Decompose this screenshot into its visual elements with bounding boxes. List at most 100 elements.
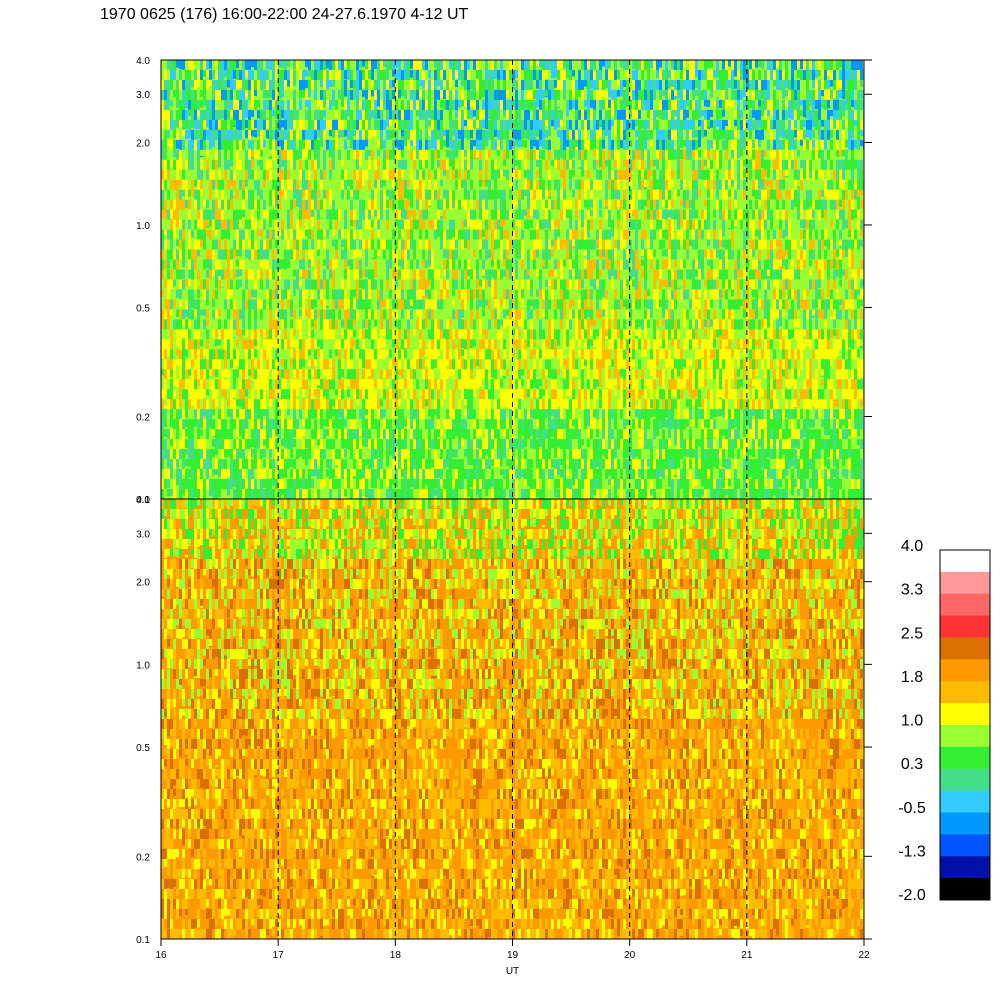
heatmap-cell <box>389 479 392 493</box>
heatmap-cell <box>341 269 344 285</box>
heatmap-cell <box>179 239 182 249</box>
heatmap-cell <box>347 419 350 432</box>
heatmap-cell <box>431 409 434 422</box>
heatmap-cell <box>188 199 191 219</box>
heatmap-cell <box>308 149 311 168</box>
heatmap-cell <box>314 389 317 396</box>
heatmap-cell <box>347 99 350 115</box>
heatmap-cell <box>377 419 380 432</box>
heatmap-cell <box>287 479 290 497</box>
heatmap-cell <box>500 69 503 83</box>
heatmap-cell <box>320 279 323 297</box>
heatmap-cell <box>299 209 302 222</box>
heatmap-cell <box>335 319 338 339</box>
heatmap-cell <box>242 269 245 282</box>
heatmap-cell <box>422 189 425 207</box>
heatmap-cell <box>242 309 245 320</box>
heatmap-cell <box>299 169 302 189</box>
heatmap-cell <box>419 459 422 470</box>
heatmap-cell <box>257 319 260 333</box>
heatmap-cell <box>251 479 254 499</box>
heatmap-cell <box>485 359 488 376</box>
heatmap-cell <box>440 139 443 157</box>
heatmap-cell <box>233 429 236 444</box>
heatmap-cell <box>362 89 365 98</box>
heatmap-cell <box>332 189 335 210</box>
heatmap-cell <box>383 239 386 259</box>
heatmap-cell <box>491 169 494 184</box>
heatmap-cell <box>380 99 383 113</box>
heatmap-cell <box>311 189 314 204</box>
heatmap-cell <box>491 79 494 93</box>
heatmap-cell <box>296 299 299 311</box>
heatmap-cell <box>392 179 395 188</box>
heatmap-cell <box>425 489 428 499</box>
heatmap-cell <box>356 309 359 321</box>
heatmap-cell <box>215 69 218 90</box>
heatmap-cell <box>389 189 392 205</box>
heatmap-cell <box>170 349 173 367</box>
heatmap-cell <box>230 399 233 415</box>
heatmap-cell <box>422 159 425 168</box>
heatmap-cell <box>500 99 503 112</box>
heatmap-cell <box>254 439 257 449</box>
heatmap-cell <box>305 419 308 434</box>
heatmap-cell <box>380 399 383 407</box>
heatmap-cell <box>419 359 422 369</box>
heatmap-cell <box>164 449 167 461</box>
heatmap-cell <box>356 349 359 365</box>
heatmap-cell <box>323 69 326 85</box>
heatmap-cell <box>305 329 308 343</box>
heatmap-cell <box>332 259 335 277</box>
heatmap-cell <box>446 339 449 357</box>
heatmap-cell <box>236 309 239 327</box>
heatmap-cell <box>383 289 386 301</box>
heatmap-cell <box>494 79 497 92</box>
heatmap-cell <box>458 79 461 90</box>
heatmap-cell <box>482 219 485 231</box>
heatmap-cell <box>341 179 344 195</box>
heatmap-cell <box>410 269 413 285</box>
heatmap-cell <box>299 69 302 86</box>
heatmap-cell <box>260 359 263 379</box>
heatmap-cell <box>476 429 479 437</box>
heatmap-cell <box>203 279 206 293</box>
heatmap-cell <box>272 69 275 88</box>
heatmap-cell <box>374 289 377 296</box>
heatmap-cell <box>293 159 296 170</box>
heatmap-cell <box>206 269 209 278</box>
heatmap-cell <box>323 109 326 118</box>
heatmap-cell <box>377 229 380 238</box>
heatmap-cell <box>440 469 443 483</box>
heatmap-cell <box>284 79 287 92</box>
heatmap-cell <box>278 249 281 265</box>
heatmap-cell <box>368 249 371 268</box>
heatmap-cell <box>254 299 257 318</box>
heatmap-cell <box>254 119 257 128</box>
heatmap-cell <box>497 69 500 86</box>
heatmap-cell <box>224 239 227 253</box>
heatmap-cell <box>284 229 287 248</box>
heatmap-cell <box>194 179 197 187</box>
heatmap-cell <box>191 349 194 367</box>
heatmap-cell <box>437 189 440 200</box>
heatmap-cell <box>278 379 281 394</box>
heatmap-cell <box>404 139 407 147</box>
heatmap-cell <box>461 309 464 318</box>
heatmap-cell <box>188 159 191 172</box>
heatmap-cell <box>206 379 209 393</box>
heatmap-cell <box>257 269 260 283</box>
heatmap-cell <box>179 439 182 454</box>
heatmap-cell <box>431 399 434 418</box>
heatmap-cell <box>224 399 227 409</box>
heatmap-cell <box>203 459 206 470</box>
heatmap-cell <box>326 359 329 376</box>
heatmap-cell <box>305 469 308 480</box>
heatmap-cell <box>437 99 440 120</box>
heatmap-cell <box>209 119 212 137</box>
heatmap-cell <box>350 239 353 259</box>
heatmap-cell <box>188 89 191 108</box>
heatmap-cell <box>263 89 266 99</box>
heatmap-cell <box>314 129 317 144</box>
heatmap-cell <box>377 429 380 439</box>
